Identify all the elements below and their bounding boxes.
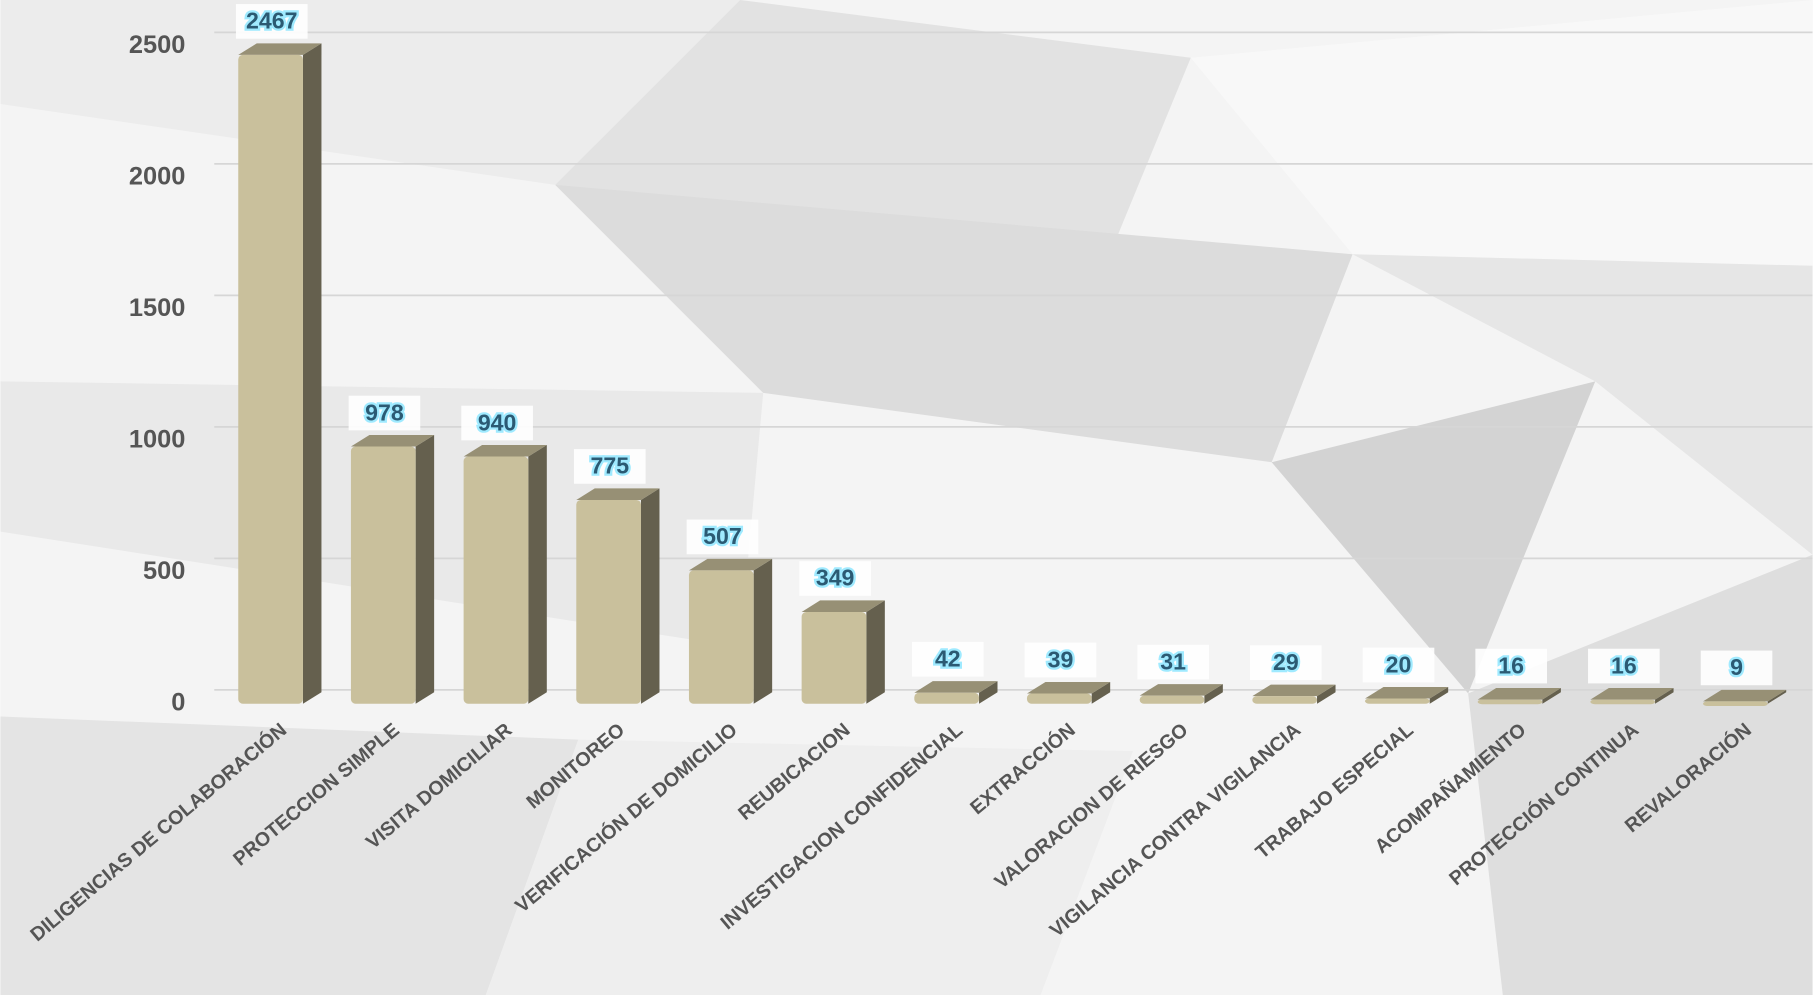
- value-label: 20: [1386, 651, 1412, 677]
- bar-side: [866, 600, 885, 704]
- bar: [1703, 701, 1768, 707]
- bar-side: [1429, 686, 1449, 704]
- value-label-box: [686, 519, 759, 555]
- bar: [1590, 699, 1656, 705]
- bar-top: [914, 681, 998, 693]
- bar: [1026, 693, 1092, 704]
- bar: [1139, 695, 1205, 704]
- bar-side: [1767, 689, 1787, 704]
- value-label: 940: [478, 409, 517, 435]
- bar: [1252, 696, 1318, 704]
- bar-side: [1317, 684, 1336, 704]
- y-tick-label: 500: [143, 557, 185, 585]
- bar-top: [463, 444, 547, 457]
- y-tick-label: 1000: [129, 425, 186, 453]
- value-label-box: [911, 641, 984, 677]
- bar-top: [1364, 686, 1449, 699]
- value-label-box: [348, 395, 421, 431]
- bar-side: [1204, 684, 1223, 704]
- bar-top: [1590, 688, 1674, 700]
- value-label-box: [1362, 647, 1435, 683]
- bar-top: [350, 434, 435, 447]
- bar: [801, 611, 867, 704]
- bar-side: [979, 681, 998, 704]
- bar: [1477, 699, 1543, 705]
- value-label: 978: [365, 399, 404, 425]
- bar: [463, 456, 529, 704]
- value-label: 42: [935, 645, 961, 671]
- bar-side: [528, 444, 547, 704]
- bar-side: [1091, 681, 1111, 704]
- bar: [238, 54, 303, 704]
- value-label: 2467: [246, 8, 297, 34]
- bar-top: [1477, 688, 1561, 700]
- bar-side: [415, 434, 435, 704]
- bar-top: [576, 488, 660, 500]
- y-tick-label: 2000: [129, 162, 186, 190]
- bar: [576, 499, 641, 704]
- value-label-box: [235, 4, 308, 39]
- bar-side: [1542, 688, 1561, 704]
- value-label-box: [573, 449, 646, 484]
- value-label-box: [1700, 650, 1773, 686]
- y-tick-label: 2500: [129, 31, 186, 59]
- value-label: 9: [1730, 654, 1743, 680]
- bar-side: [640, 488, 660, 704]
- value-label: 16: [1611, 652, 1637, 678]
- bar: [350, 446, 416, 704]
- bar: [1364, 698, 1430, 704]
- value-label: 507: [703, 523, 742, 549]
- y-tick-label: 0: [171, 688, 185, 716]
- value-label-box: [461, 405, 533, 441]
- value-label-box: [1588, 648, 1660, 684]
- value-label: 16: [1498, 652, 1524, 678]
- value-label-box: [1250, 645, 1322, 680]
- value-label-box: [799, 561, 871, 596]
- bar-side: [1655, 688, 1674, 704]
- value-label: 29: [1273, 649, 1299, 675]
- bar-top: [1252, 684, 1336, 697]
- bar-top: [1139, 684, 1223, 696]
- bar-top: [688, 558, 773, 571]
- bar: [688, 570, 754, 704]
- value-label: 349: [816, 565, 855, 591]
- bar-top: [801, 600, 885, 612]
- value-label: 775: [591, 453, 630, 479]
- value-label-box: [1137, 644, 1209, 680]
- bar-side: [302, 43, 322, 704]
- bar-top: [1703, 689, 1787, 702]
- bar-top: [238, 43, 322, 55]
- bar-side: [753, 558, 773, 704]
- value-label: 39: [1048, 646, 1074, 672]
- value-label-box: [1024, 642, 1097, 678]
- value-label-box: [1475, 648, 1548, 684]
- bar: [914, 692, 980, 704]
- value-label: 31: [1160, 648, 1186, 674]
- bar-top: [1026, 681, 1111, 694]
- y-tick-label: 1500: [129, 294, 186, 322]
